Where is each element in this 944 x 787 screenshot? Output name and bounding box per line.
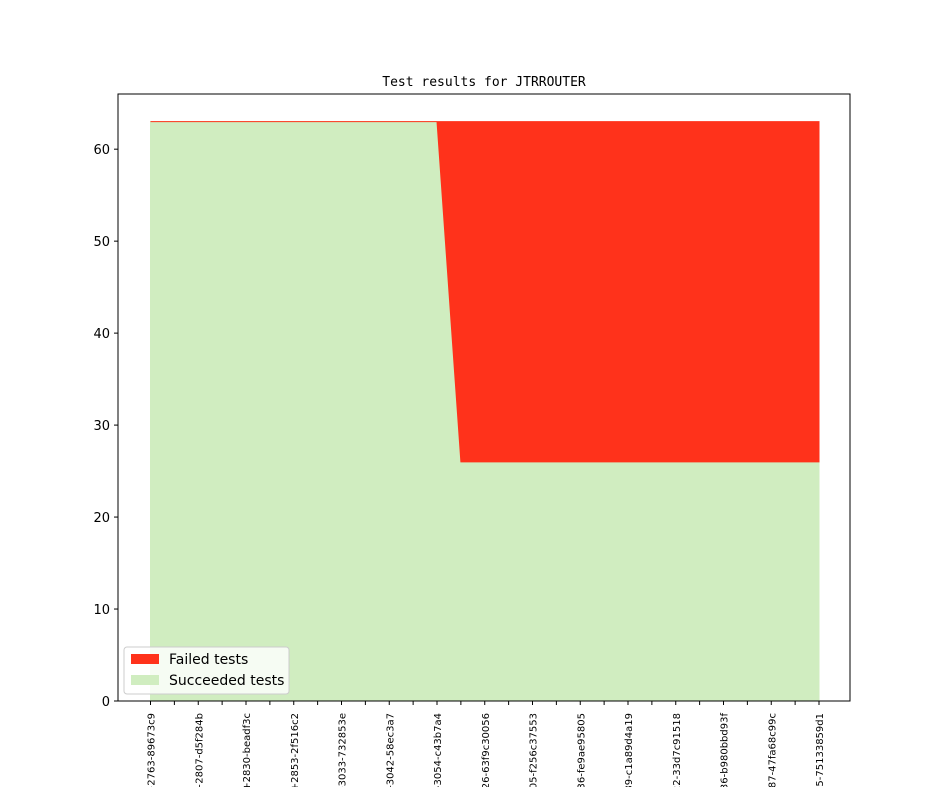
legend-swatch-failed [131, 654, 159, 664]
x-tick-label: 22-33d7c91518 [672, 713, 683, 787]
x-tick-label: 36-fe9ae95805 [576, 713, 587, 787]
x-tick-label: -3033-732853e [338, 713, 349, 787]
y-tick-label: 40 [93, 327, 110, 342]
x-tick-label: 87-47fa68c99c [767, 713, 778, 787]
legend-label-succeeded: Succeeded tests [169, 673, 284, 689]
legend-box [123, 646, 290, 695]
x-tick-label: +2807-d5f284b [194, 713, 205, 787]
legend-label-failed: Failed tests [169, 652, 248, 668]
y-tick-label: 10 [93, 603, 110, 618]
x-tick-label: 36-b980bbd93f [720, 713, 731, 787]
x-tick-label: +2830-beadf3c [242, 713, 253, 787]
x-tick-label: -3054-c43b7a4 [433, 713, 444, 787]
chart-title: Test results for JTRROUTER [382, 75, 586, 90]
x-tick-label: -3042-58ec3a7 [385, 713, 396, 787]
plot-area [150, 121, 820, 702]
x-tick-label: +2763-89673c9 [147, 713, 158, 787]
plot-frame [117, 93, 851, 702]
x-tick-label: 05-f256c37553 [529, 713, 540, 787]
y-tick-label: 0 [102, 695, 110, 710]
y-tick-label: 20 [93, 511, 110, 526]
y-tick-label: 60 [93, 143, 110, 158]
legend-swatch-succeeded [131, 675, 159, 685]
x-tick-label: 26-63f9c30056 [481, 713, 492, 787]
area-failed [150, 121, 820, 463]
x-tick-label: 55-75133859d1 [815, 713, 826, 787]
x-tick-label: 89-c1a89d4a19 [624, 713, 635, 787]
x-tick-label: +2853-2f516c2 [290, 713, 301, 787]
y-tick-label: 50 [93, 235, 110, 250]
legend: Failed tests Succeeded tests [123, 646, 290, 695]
y-tick-label: 30 [93, 419, 110, 434]
axes: 0 10 20 30 40 50 60 +2763-89673c9 +2807-d5f284b +… [93, 143, 826, 787]
